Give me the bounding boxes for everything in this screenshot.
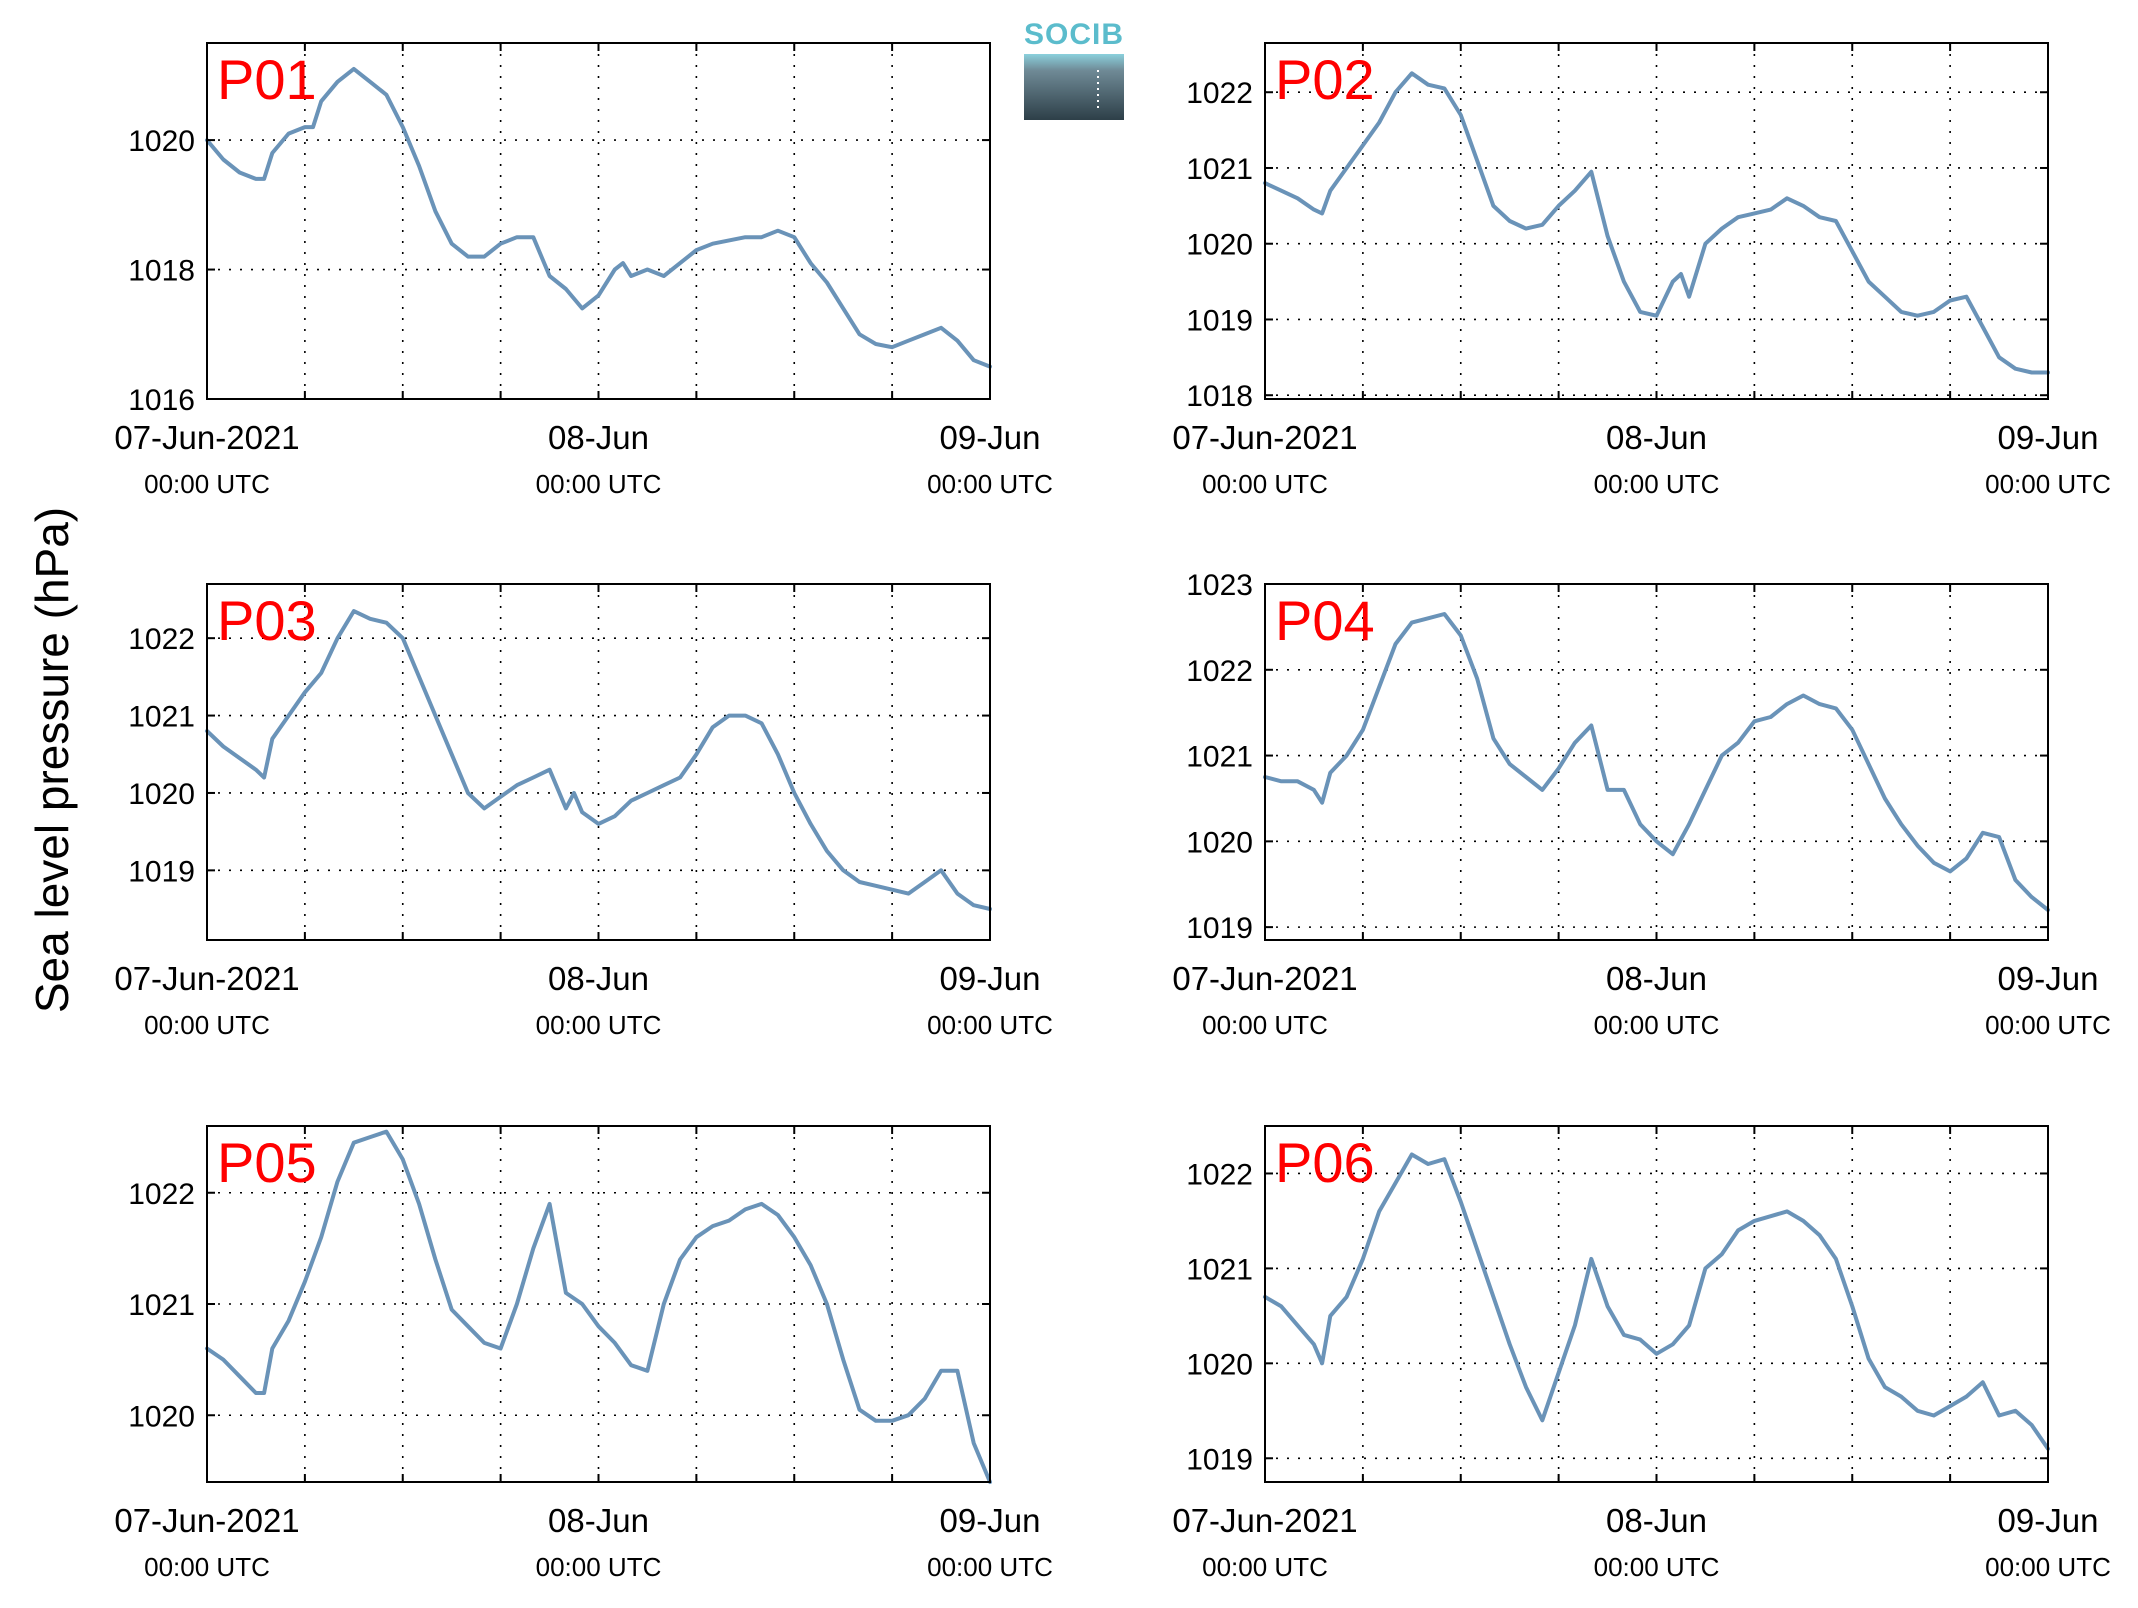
x-tick-label: 08-Jun	[1606, 960, 1707, 997]
x-tick-label: 07-Jun-2021	[114, 419, 299, 456]
x-tick-label: 09-Jun	[1998, 419, 2099, 456]
x-tick-label: 07-Jun-2021	[1172, 960, 1357, 997]
y-tick-label: 1020	[1186, 229, 1253, 262]
y-tick-label: 1018	[128, 255, 195, 288]
x-tick-sublabel: 00:00 UTC	[927, 469, 1053, 499]
x-tick-sublabel: 00:00 UTC	[1985, 469, 2111, 499]
panel-p04: 1019 1020 1021 1022 1023 07-Jun-2021 00:00 UTC…	[1172, 569, 2111, 1040]
series-line	[1263, 612, 2050, 912]
y-tick-label: 1021	[1186, 1253, 1253, 1286]
x-tick-sublabel: 00:00 UTC	[1202, 1552, 1328, 1582]
y-tick-label: 1016	[128, 384, 195, 417]
series-line	[1263, 71, 2050, 375]
x-tick-label: 07-Jun-2021	[1172, 1502, 1357, 1539]
y-tick-label: 1020	[1186, 1348, 1253, 1381]
x-tick-sublabel: 00:00 UTC	[1202, 1010, 1328, 1040]
x-tick-sublabel: 00:00 UTC	[1594, 469, 1720, 499]
panel-title: P06	[1275, 1131, 1375, 1194]
y-axis-label: Sea level pressure (hPa)	[26, 507, 78, 1013]
x-tick-label: 09-Jun	[1998, 1502, 2099, 1539]
y-tick-label: 1020	[128, 1400, 195, 1433]
y-tick-label: 1022	[1186, 1158, 1253, 1191]
x-tick-sublabel: 00:00 UTC	[144, 1010, 270, 1040]
series-line	[205, 66, 992, 369]
x-tick-label: 09-Jun	[940, 960, 1041, 997]
y-tick-label: 1021	[128, 701, 195, 734]
panel-title: P05	[217, 1131, 317, 1194]
y-tick-label: 1021	[128, 1289, 195, 1322]
y-tick-label: 1019	[1186, 1443, 1253, 1476]
x-tick-sublabel: 00:00 UTC	[1594, 1010, 1720, 1040]
panels: 1016 1018 1020 07-Jun-2021 00:00 UTC 08-Jun 00…	[114, 42, 2111, 1582]
panel-title: P01	[217, 48, 317, 111]
y-tick-label: 1022	[1186, 655, 1253, 688]
y-tick-label: 1018	[1186, 380, 1253, 413]
logo-text: SOCIB	[1024, 18, 1124, 51]
panel-p06: 1019 1020 1021 1022 07-Jun-2021 00:00 UTC 08-J…	[1172, 1125, 2111, 1582]
y-tick-label: 1020	[1186, 826, 1253, 859]
x-tick-label: 08-Jun	[548, 419, 649, 456]
y-tick-label: 1021	[1186, 741, 1253, 774]
panel-title: P04	[1275, 589, 1375, 652]
x-tick-label: 07-Jun-2021	[114, 1502, 299, 1539]
y-tick-label: 1019	[1186, 304, 1253, 337]
x-tick-label: 08-Jun	[548, 1502, 649, 1539]
panel-title: P02	[1275, 48, 1375, 111]
x-tick-label: 09-Jun	[940, 419, 1041, 456]
y-tick-label: 1022	[128, 623, 195, 656]
y-tick-label: 1020	[128, 125, 195, 158]
x-tick-sublabel: 00:00 UTC	[927, 1010, 1053, 1040]
y-tick-label: 1020	[128, 778, 195, 811]
x-tick-sublabel: 00:00 UTC	[536, 1552, 662, 1582]
panel-p03: 1019 1020 1021 1022 07-Jun-2021 00:00 UTC 08-J…	[114, 583, 1053, 1040]
x-tick-label: 09-Jun	[1998, 960, 2099, 997]
socib-logo: SOCIB	[1024, 18, 1124, 120]
x-tick-sublabel: 00:00 UTC	[1594, 1552, 1720, 1582]
panel-title: P03	[217, 589, 317, 652]
panel-p01: 1016 1018 1020 07-Jun-2021 00:00 UTC 08-Jun 00…	[114, 42, 1053, 499]
x-tick-sublabel: 00:00 UTC	[536, 469, 662, 499]
x-tick-label: 07-Jun-2021	[114, 960, 299, 997]
x-tick-label: 07-Jun-2021	[1172, 419, 1357, 456]
y-tick-label: 1022	[1186, 77, 1253, 110]
x-tick-label: 08-Jun	[1606, 1502, 1707, 1539]
x-tick-sublabel: 00:00 UTC	[144, 469, 270, 499]
x-tick-sublabel: 00:00 UTC	[1985, 1010, 2111, 1040]
y-tick-label: 1023	[1186, 569, 1253, 602]
series-line	[205, 609, 992, 911]
x-tick-sublabel: 00:00 UTC	[927, 1552, 1053, 1582]
x-tick-sublabel: 00:00 UTC	[536, 1010, 662, 1040]
y-tick-label: 1019	[128, 855, 195, 888]
panel-p05: 1020 1021 1022 07-Jun-2021 00:00 UTC 08-Jun 00…	[114, 1125, 1053, 1582]
x-tick-sublabel: 00:00 UTC	[1202, 469, 1328, 499]
series-line	[205, 1129, 992, 1484]
x-tick-label: 08-Jun	[1606, 419, 1707, 456]
x-tick-label: 08-Jun	[548, 960, 649, 997]
panel-p02: 1018 1019 1020 1021 1022 07-Jun-2021 00:00 UTC…	[1172, 42, 2111, 499]
x-tick-label: 09-Jun	[940, 1502, 1041, 1539]
x-tick-sublabel: 00:00 UTC	[144, 1552, 270, 1582]
y-tick-label: 1021	[1186, 153, 1253, 186]
series-line	[1263, 1152, 2050, 1451]
x-tick-sublabel: 00:00 UTC	[1985, 1552, 2111, 1582]
y-tick-label: 1019	[1186, 912, 1253, 945]
y-tick-label: 1022	[128, 1178, 195, 1211]
